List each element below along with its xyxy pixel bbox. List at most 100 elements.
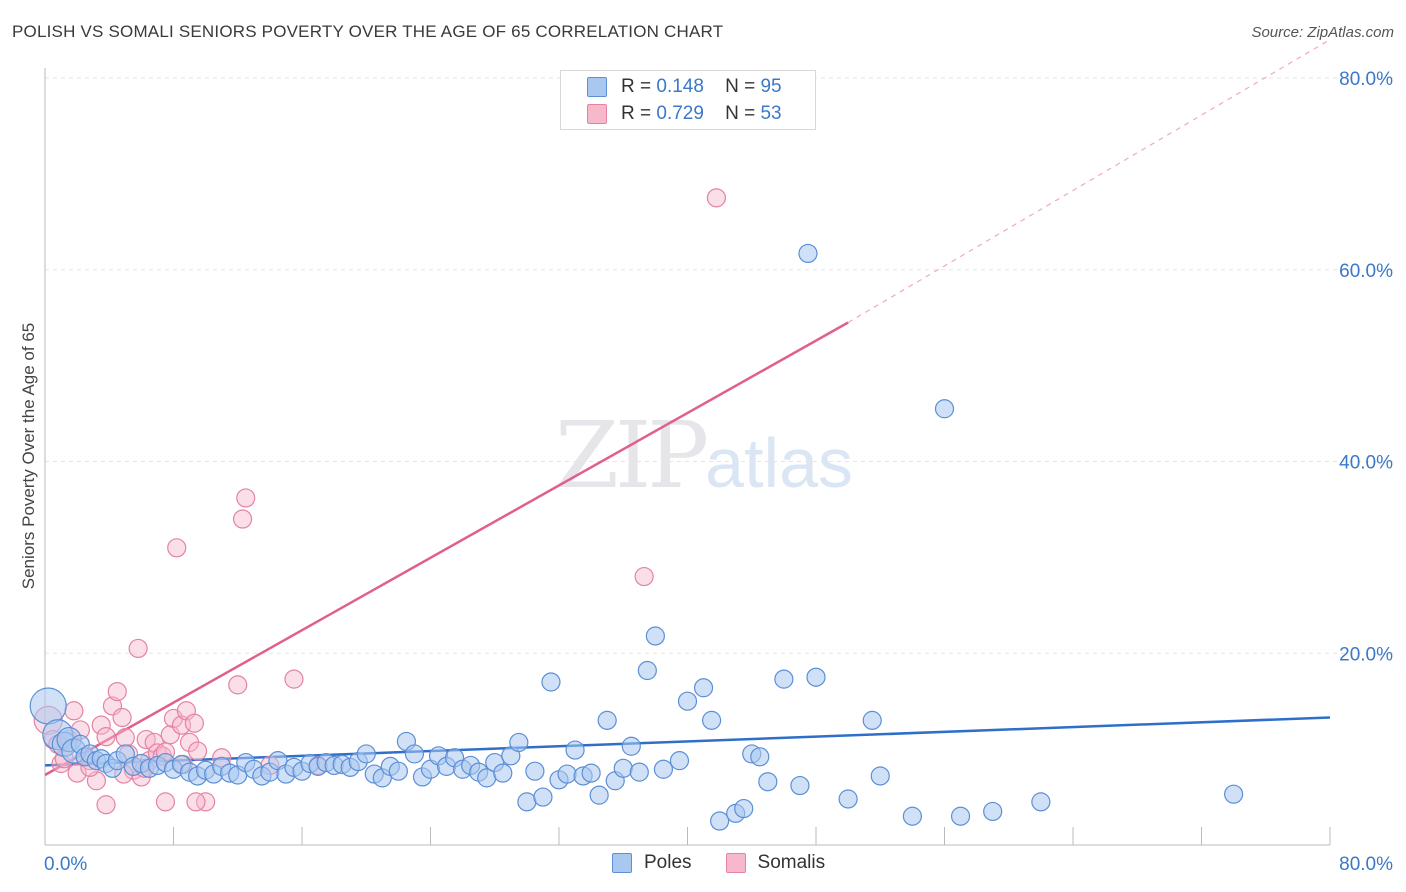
poles-point — [629, 762, 649, 782]
poles-points — [29, 243, 1244, 831]
somalis-point — [196, 792, 216, 812]
poles-point — [557, 764, 577, 784]
y-axis-label: Seniors Poverty Over the Age of 65 — [19, 323, 38, 589]
poles-point — [1031, 792, 1051, 812]
poles-point — [517, 792, 537, 812]
somalis-point — [107, 681, 127, 702]
poles-point — [862, 710, 882, 730]
poles-point — [1224, 784, 1244, 804]
poles-legend-label: Poles — [644, 852, 692, 873]
somalis-point — [96, 727, 116, 747]
poles-point — [356, 744, 376, 764]
legend-n-label: N = — [725, 76, 756, 97]
poles-point — [669, 751, 690, 771]
watermark-zip: ZIP — [555, 402, 709, 509]
somalis-swatch — [587, 104, 607, 124]
somalis-point — [167, 538, 187, 558]
watermark: ZIPatlas — [555, 402, 853, 509]
tick-labels: 20.0% 40.0% 60.0% 80.0% 0.0% 80.0% — [44, 69, 1393, 875]
correlation-legend: R = 0.148 N = 95 R = 0.729 N = 53 — [560, 70, 816, 130]
somalis-trend-extension — [847, 39, 1331, 323]
somalis-point — [184, 713, 204, 733]
legend-n-value: 53 — [760, 103, 782, 124]
y-tick-label: 20.0% — [1339, 644, 1393, 665]
somalis-point — [232, 509, 253, 529]
chart-title: POLISH VS SOMALI SENIORS POVERTY OVER TH… — [12, 22, 724, 41]
legend-r-value: 0.729 — [656, 103, 704, 124]
poles-point — [509, 732, 529, 753]
legend-row-somalis: R = 0.729 N = 53 — [587, 101, 782, 127]
somalis-point — [91, 715, 111, 735]
poles-point — [525, 761, 545, 781]
series-legend: Poles Somalis — [612, 852, 859, 874]
somalis-points — [33, 188, 727, 815]
axes — [44, 68, 1331, 846]
poles-point — [934, 399, 955, 419]
poles-point — [653, 759, 674, 779]
poles-point — [806, 667, 826, 687]
poles-point — [950, 806, 971, 826]
somalis-point — [115, 728, 135, 748]
poles-point — [710, 811, 730, 831]
somalis-point — [284, 669, 304, 689]
poles-point — [388, 761, 408, 781]
somalis-point — [187, 741, 208, 761]
x-tick-label: 80.0% — [1339, 854, 1393, 875]
somalis-legend-label: Somalis — [757, 852, 826, 873]
poles-point — [493, 763, 513, 783]
poles-point — [693, 678, 714, 698]
x-tick-label: 0.0% — [44, 854, 87, 875]
poles-point — [613, 758, 633, 778]
poles-point — [29, 687, 67, 725]
poles-point — [774, 669, 794, 689]
y-tick-label: 80.0% — [1339, 69, 1393, 90]
somalis-point — [155, 792, 176, 812]
poles-point — [983, 801, 1003, 822]
poles-legend-swatch — [612, 853, 632, 873]
watermark-atlas: atlas — [705, 424, 854, 502]
y-tick-label: 60.0% — [1339, 261, 1393, 282]
trend-lines — [44, 39, 1331, 777]
poles-point — [533, 787, 553, 807]
poles-point — [404, 744, 425, 764]
poles-point — [701, 710, 722, 730]
poles-point — [637, 660, 657, 681]
poles-point — [902, 806, 922, 826]
somalis-point — [186, 792, 206, 812]
poles-point — [565, 740, 585, 760]
poles-point — [621, 736, 641, 756]
somalis-point — [128, 638, 148, 659]
poles-point — [790, 775, 810, 796]
poles-point — [870, 766, 890, 786]
somalis-point — [236, 488, 256, 508]
somalis-legend-swatch — [725, 853, 746, 873]
somalis-point — [64, 701, 84, 721]
legend-n-label: N = — [725, 103, 756, 124]
legend-r-label: R = — [621, 103, 652, 124]
poles-point — [581, 763, 601, 783]
poles-point — [645, 626, 665, 646]
poles-point — [798, 243, 818, 264]
legend-item-somalis[interactable]: Somalis — [725, 852, 826, 874]
somalis-point — [112, 707, 132, 728]
poles-point — [734, 798, 754, 819]
somalis-point — [634, 566, 654, 587]
poles-point — [589, 785, 609, 805]
somalis-point — [706, 188, 727, 208]
grid-lines — [45, 77, 1395, 654]
legend-row-poles: R = 0.148 N = 95 — [587, 74, 782, 100]
legend-item-poles[interactable]: Poles — [612, 852, 692, 874]
poles-point — [750, 747, 770, 767]
poles-point — [838, 789, 858, 809]
y-tick-label: 40.0% — [1339, 453, 1393, 474]
poles-point — [597, 710, 617, 730]
somalis-point — [228, 675, 248, 695]
poles-trend-line — [44, 716, 1331, 767]
legend-r-label: R = — [621, 76, 652, 97]
somalis-point — [96, 795, 116, 815]
poles-point — [677, 691, 698, 711]
poles-point — [541, 672, 561, 692]
source-credit: Source: ZipAtlas.com — [1251, 24, 1394, 41]
somalis-trend-line — [44, 321, 849, 777]
